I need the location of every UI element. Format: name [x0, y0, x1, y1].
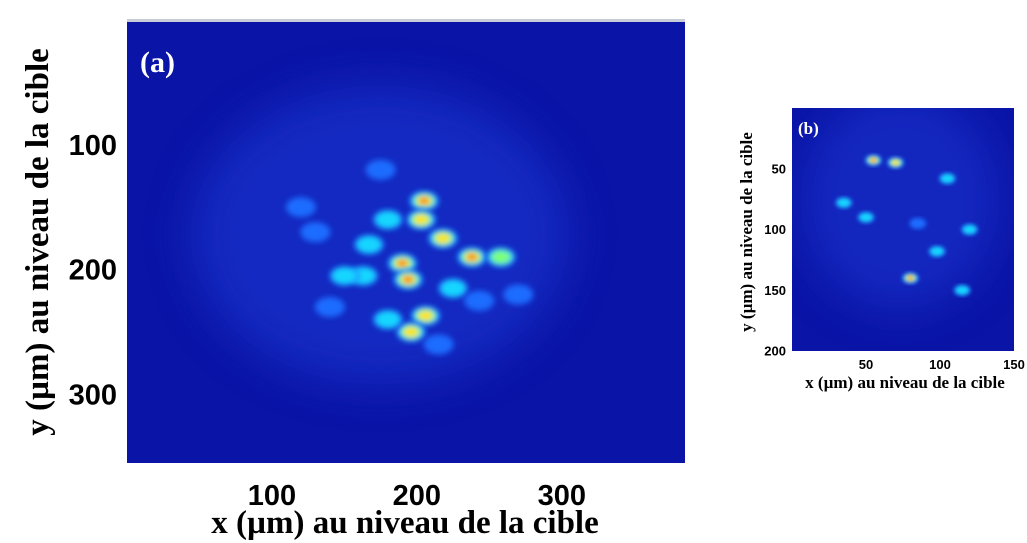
panel-a-hotspot-21-level-0: [365, 159, 396, 180]
panel-a-hotspot-12-level-1: [440, 279, 466, 297]
panel-b-hotspot-4: [928, 245, 946, 257]
panel-b-hotspot-1: [887, 157, 904, 169]
panel-a-x-ticks: 100 200 300: [248, 480, 586, 512]
panel-a-hotspot-18-level-0: [503, 284, 534, 305]
panel-b-hotspot-9-level-0: [909, 217, 927, 229]
panel-a-hotspot-2-level-4: [397, 260, 408, 267]
panel-a-hotspot-0: [409, 190, 440, 211]
panel-a-hotspot-21: [365, 159, 396, 180]
panel-b-hotspot-8-level-1: [955, 285, 969, 295]
panel-b-hotspots: [835, 154, 978, 296]
panel-a-x-tick-300: 300: [538, 480, 586, 512]
panel-b-y-tick-150: 150: [764, 283, 786, 298]
panel-a-hotspot-15: [300, 222, 331, 243]
panel-a-hotspot-6-level-2: [491, 250, 511, 264]
panel-a-hotspot-18: [503, 284, 534, 305]
panel-a-hotspot-6: [485, 247, 516, 268]
panel-a-x-axis-title: x (µm) au niveau de la cible: [211, 505, 599, 541]
panel-b-y-tick-50: 50: [772, 161, 786, 176]
panel-b-x-tick-100: 100: [929, 357, 951, 372]
panel-b-hotspot-6: [857, 211, 875, 223]
panel-a-hotspots: [285, 159, 534, 355]
panel-b-hotspot-5-level-1: [837, 198, 851, 208]
panel-a-x-tick-100: 100: [248, 480, 296, 512]
panel-a-hotspot-10: [354, 234, 385, 255]
panel-a-y-tick-100: 100: [69, 130, 117, 162]
panel-b-halo: [800, 108, 1000, 310]
panel-a-hotspot-19: [372, 309, 403, 330]
panel-a-hotspot-5: [456, 247, 487, 268]
panel-a-hotspot-13-level-0: [464, 290, 495, 311]
panel-b: (b) 50 100 150 50 100 150 200 x (µm) au nivea…: [737, 108, 1025, 392]
panel-a-y-tick-300: 300: [69, 380, 117, 412]
panel-b-x-axis-title: x (µm) au niveau de la cible: [805, 373, 1005, 392]
panel-b-x-tick-50: 50: [859, 357, 873, 372]
panel-a-hotspot-4: [427, 228, 458, 249]
panel-a-hotspot-12: [438, 278, 469, 299]
panel-b-label: (b): [798, 119, 819, 138]
panel-a-hotspot-11: [329, 265, 360, 286]
panel-a-halo: [190, 85, 570, 385]
panel-a-hotspot-1-level-3: [413, 214, 429, 225]
panel-a-hotspot-7-level-3: [418, 310, 433, 321]
panel-b-hotspot-5: [835, 197, 853, 209]
panel-b-hotspot-3: [939, 172, 956, 184]
panel-a-hotspot-8-level-3: [403, 327, 419, 337]
panel-b-hotspot-7-level-1: [962, 224, 977, 235]
panel-b-hotspot-2-level-4: [907, 276, 914, 280]
panel-a-x-tick-200: 200: [393, 480, 441, 512]
panel-a-hotspot-11-level-1: [332, 267, 357, 285]
panel-a-hotspot-4-level-3: [435, 233, 451, 244]
panel-a-hotspot-16-level-0: [285, 197, 316, 218]
panel-a-hotspot-5-level-4: [467, 253, 477, 261]
panel-a-hotspot-2: [387, 253, 418, 274]
panel-a-hotspot-20-level-0: [423, 334, 454, 355]
panel-b-hotspot-1-level-3: [891, 159, 900, 166]
panel-b-hotspot-4-level-1: [930, 246, 944, 256]
panel-b-y-tick-200: 200: [764, 344, 786, 359]
panel-a-hotspot-17-level-0: [314, 297, 345, 318]
panel-a-top-border: [127, 19, 685, 22]
panel-a: (a) 100 200 300 100 200 300 x (µm) au niveau…: [20, 19, 685, 541]
panel-a-hotspot-14: [372, 209, 403, 230]
panel-a-hotspot-15-level-0: [300, 222, 331, 243]
panel-b-hotspot-6-level-1: [859, 212, 873, 222]
panel-b-hotspot-9: [909, 217, 927, 229]
panel-a-hotspot-10-level-1: [356, 236, 382, 253]
panel-b-x-ticks: 50 100 150: [859, 357, 1025, 372]
panel-a-hotspot-8: [396, 321, 427, 342]
panel-b-hotspot-2: [902, 272, 919, 284]
panel-a-y-tick-200: 200: [69, 255, 117, 287]
panel-b-y-tick-100: 100: [764, 222, 786, 237]
panel-b-y-ticks: 50 100 150 200: [764, 161, 786, 358]
panel-a-hotspot-17: [314, 297, 345, 318]
panel-b-hotspot-8: [953, 284, 971, 296]
panel-a-y-ticks: 100 200 300: [69, 130, 117, 412]
panel-a-hotspot-13: [464, 290, 495, 311]
panel-a-hotspot-19-level-1: [375, 311, 401, 328]
panel-a-hotspot-0-level-4: [419, 197, 429, 205]
panel-b-x-tick-150: 150: [1003, 357, 1025, 372]
panel-b-hotspot-0: [865, 154, 882, 166]
panel-a-hotspot-16: [285, 197, 316, 218]
panel-a-y-axis-title: y (µm) au niveau de la cible: [20, 48, 56, 436]
panel-a-label: (a): [140, 46, 175, 79]
panel-a-hotspot-7: [410, 305, 441, 326]
panel-a-hotspot-20: [423, 334, 454, 355]
panel-b-y-axis-title: y (µm) au niveau de la cible: [737, 132, 756, 332]
panel-a-hotspot-3-level-4: [403, 276, 413, 283]
panel-a-hotspot-3: [393, 269, 424, 290]
panel-a-hotspot-1: [406, 209, 437, 230]
panel-a-hotspot-14-level-1: [375, 211, 401, 228]
panel-b-hotspot-7: [961, 224, 978, 235]
panel-b-hotspot-0-level-4: [870, 158, 877, 163]
panel-b-hotspot-3-level-1: [940, 173, 955, 184]
